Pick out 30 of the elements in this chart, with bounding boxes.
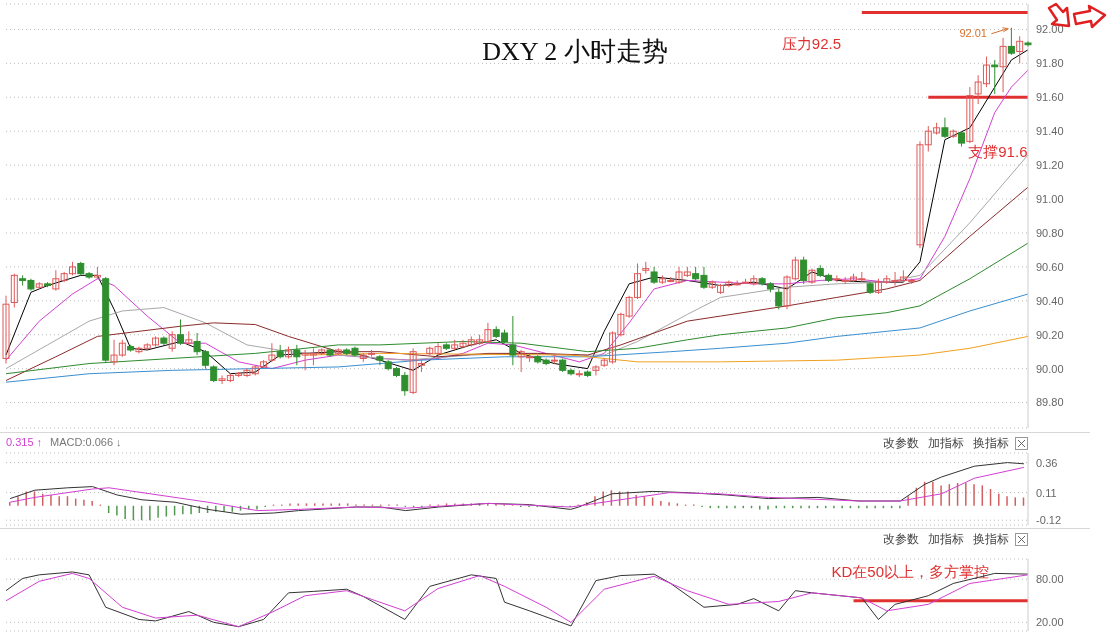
text: MACD:0.066 ↓ <box>50 436 122 448</box>
text: DXY 2 小时走势 <box>482 37 668 66</box>
text: 0.315 ↑ <box>6 436 43 448</box>
text: 改参数 <box>883 436 919 450</box>
y-tick-label: 0.36 <box>1036 456 1058 469</box>
y-tick-label: 91.00 <box>1036 192 1064 205</box>
y-tick-label: 91.60 <box>1036 91 1064 104</box>
text: 加指标 <box>928 436 964 450</box>
text: 换指标 <box>973 532 1009 546</box>
y-tick-label: 0.11 <box>1036 486 1057 499</box>
text: 换指标 <box>973 436 1009 450</box>
annotation: 92.01 <box>959 26 987 39</box>
y-tick-label: 90.60 <box>1036 260 1064 273</box>
y-tick-label: 90.80 <box>1036 226 1064 239</box>
y-tick-label: 91.80 <box>1036 57 1064 70</box>
y-tick-label: 90.00 <box>1036 362 1064 375</box>
y-tick-label: 20.00 <box>1036 616 1064 629</box>
y-tick-label: 90.40 <box>1036 294 1064 307</box>
ref-line-label: KD在50以上，多方掌控 <box>831 562 990 580</box>
y-tick-label: 91.20 <box>1036 159 1064 172</box>
y-tick-label: -0.12 <box>1036 514 1062 527</box>
y-tick-label: 91.40 <box>1036 125 1064 138</box>
ref-line-label: 支撑91.6 <box>968 143 1028 161</box>
y-tick-label: 92.00 <box>1036 23 1064 36</box>
y-tick-label: 90.20 <box>1036 328 1064 341</box>
text: 改参数 <box>883 532 919 546</box>
y-tick-label: 89.80 <box>1036 396 1064 409</box>
text: 加指标 <box>928 532 964 546</box>
ref-line-label: 压力92.5 <box>781 35 842 53</box>
y-tick-label: 80.00 <box>1036 573 1064 586</box>
